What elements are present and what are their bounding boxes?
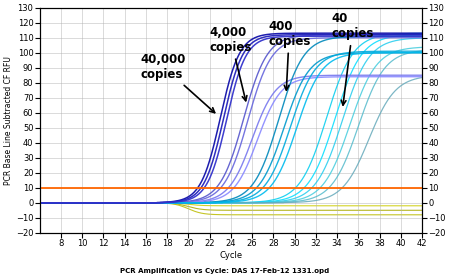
Text: 40,000
copies: 40,000 copies xyxy=(140,53,215,113)
Text: 4,000
copies: 4,000 copies xyxy=(210,26,252,101)
Text: 40
copies: 40 copies xyxy=(332,12,374,105)
X-axis label: Cycle: Cycle xyxy=(219,251,243,260)
Text: PCR Amplification vs Cycle: DAS 17-Feb-12 1331.opd: PCR Amplification vs Cycle: DAS 17-Feb-1… xyxy=(121,268,329,274)
Text: 400
copies: 400 copies xyxy=(268,20,310,90)
Y-axis label: PCR Base Line Subtracted CF RFU: PCR Base Line Subtracted CF RFU xyxy=(4,56,13,185)
